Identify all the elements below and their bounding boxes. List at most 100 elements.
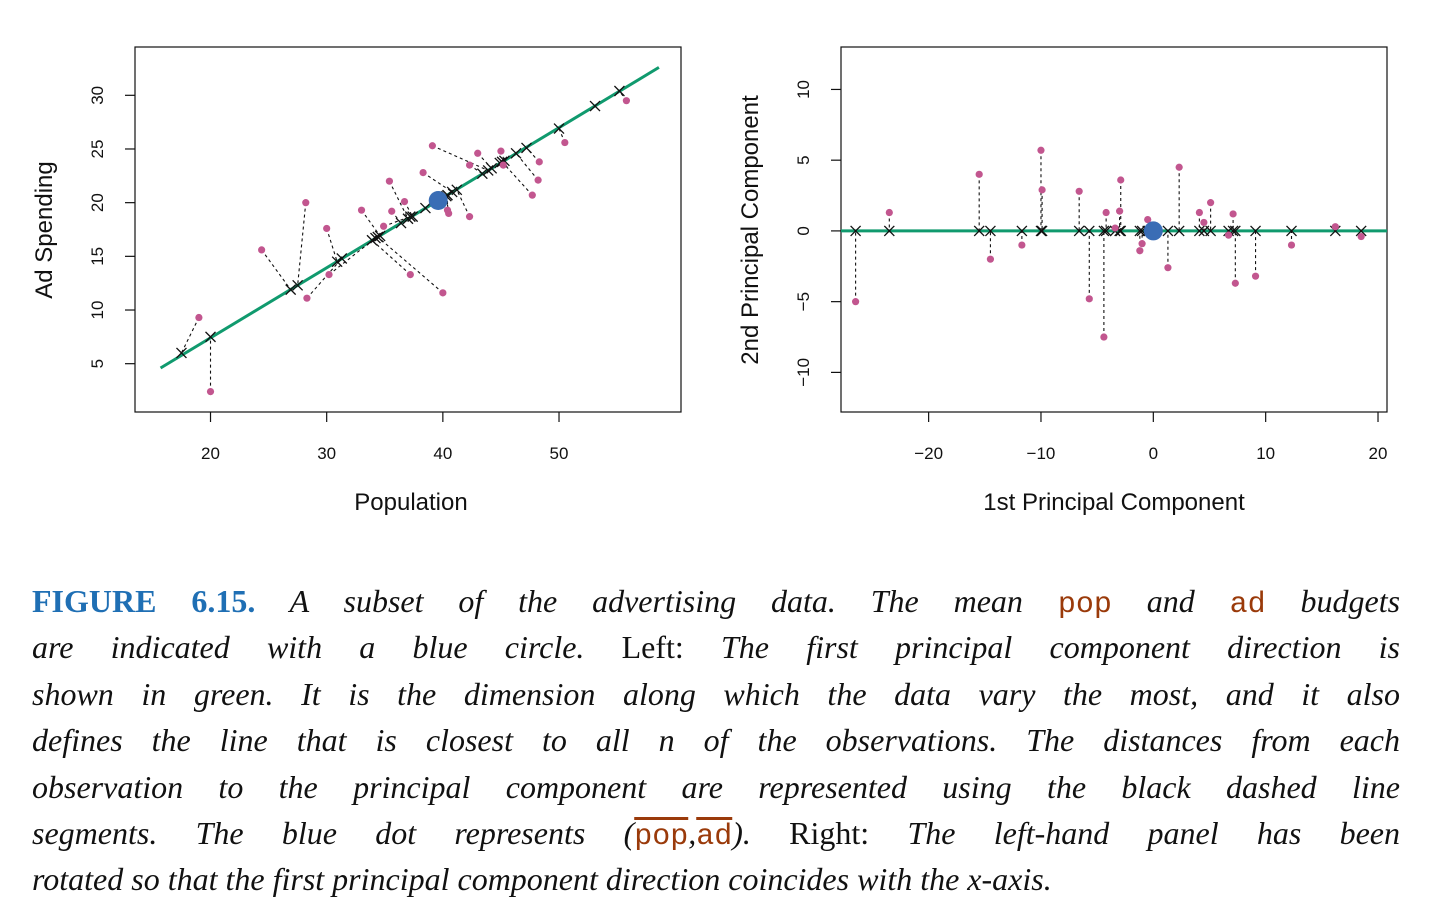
mean-marker (1143, 221, 1163, 241)
cross-stroke (1083, 225, 1095, 237)
data-point (1207, 199, 1215, 207)
x-axis-label: Population (354, 489, 467, 516)
data-point (499, 161, 507, 169)
cross-stroke (1173, 225, 1185, 237)
cross-stroke (1250, 225, 1262, 237)
data-point (528, 191, 536, 199)
code-term: ad (1229, 588, 1266, 622)
caption-text: The left-hand panel has been (869, 814, 1400, 851)
data-point (497, 147, 505, 155)
cross-stroke (476, 168, 488, 180)
data-point (622, 97, 631, 105)
x-tick-label: −10 (1027, 444, 1056, 463)
caption-line: FIGURE 6.15. A subset of the advertising… (32, 578, 1400, 624)
y-tick-label: 10 (88, 301, 107, 320)
data-point (400, 197, 409, 206)
projection-cross-marker (336, 253, 348, 264)
caption-text: and (1111, 583, 1230, 619)
x-tick-label: 20 (1369, 444, 1388, 463)
data-point (1200, 218, 1208, 227)
y-tick-label: 20 (88, 193, 107, 212)
cross-stroke (521, 142, 532, 154)
data-point (357, 206, 366, 214)
data-point (428, 142, 436, 150)
projection-cross-marker (1162, 225, 1174, 237)
data-point (1075, 187, 1083, 195)
projection-cross-marker (850, 225, 862, 237)
x-tick-label: 50 (550, 444, 569, 463)
projection-dash (297, 202, 307, 286)
data-point (1037, 146, 1045, 154)
data-point (885, 208, 893, 217)
data-point (1229, 210, 1237, 218)
data-point (439, 289, 447, 297)
projection-cross-marker (1173, 225, 1185, 237)
cross-stroke (494, 157, 506, 169)
data-point (561, 138, 569, 147)
data-point (535, 158, 543, 166)
data-point (388, 207, 396, 215)
y-tick-label: 15 (88, 247, 107, 266)
cross-stroke (285, 284, 297, 296)
projection-cross-marker (476, 168, 488, 180)
projection-cross-marker (486, 162, 498, 174)
projection-cross-marker (366, 234, 378, 246)
data-point (258, 246, 266, 254)
figure-caption: FIGURE 6.15. A subset of the advertising… (32, 578, 1400, 903)
x-tick-label: 40 (433, 444, 452, 463)
projection-cross-marker (451, 184, 463, 196)
cross-stroke (850, 225, 862, 237)
data-point (1018, 241, 1026, 249)
data-point (1357, 232, 1365, 241)
data-point (206, 388, 215, 396)
caption-line: observation to the principal component a… (32, 764, 1400, 810)
cross-stroke (1036, 225, 1048, 237)
caption-text: rotated so that the first principal comp… (32, 861, 1052, 898)
cross-stroke (1162, 225, 1174, 237)
y-tick-label: 25 (88, 140, 107, 159)
data-point (465, 161, 474, 169)
projection-cross-marker (589, 100, 601, 112)
code-term: pop (1057, 588, 1112, 622)
projection-cross-marker (331, 256, 343, 268)
mean-marker (428, 191, 448, 211)
projection-dash (361, 209, 381, 237)
data-point (195, 313, 203, 322)
cross-stroke (419, 202, 431, 214)
projection-cross-marker (984, 225, 996, 237)
y-tick-label: −5 (794, 292, 813, 311)
data-point (474, 149, 482, 157)
projection-cross-marker (1073, 225, 1085, 237)
projection-cross-marker (973, 225, 985, 237)
projection-cross-marker (521, 142, 532, 154)
projection-cross-marker (1036, 225, 1048, 237)
data-point (1138, 240, 1146, 248)
projection-dash (326, 228, 338, 262)
data-point (445, 209, 453, 217)
data-point (1102, 208, 1110, 217)
panel-reference: Right: (789, 814, 870, 851)
data-point (1251, 272, 1260, 280)
data-point (1038, 186, 1046, 194)
right-panel-scatter: −20 −10 0 10 20 −10 −5 0 5 10 1st Principal Compon… (737, 46, 1388, 516)
caption-line: shown in green. It is the dimension alon… (32, 671, 1400, 717)
data-point (406, 270, 414, 279)
cross-stroke (205, 331, 216, 343)
cross-stroke (984, 225, 996, 237)
cross-stroke (553, 123, 565, 135)
data-point (852, 298, 860, 306)
projection-dash (371, 239, 411, 275)
data-point (1195, 208, 1203, 217)
caption-line: defines the line that is closest to all … (32, 717, 1400, 763)
data-point (303, 294, 311, 302)
projection-cross-marker (1100, 225, 1112, 237)
cross-stroke (176, 347, 187, 359)
projection-dash (432, 145, 489, 171)
data-point (465, 213, 474, 221)
code-term-mean: pop (634, 819, 689, 854)
projection-dash (261, 249, 292, 290)
data-point (1231, 279, 1239, 287)
projection-cross-marker (374, 230, 386, 242)
cross-stroke (973, 225, 985, 237)
x-tick-label: 30 (317, 444, 336, 463)
